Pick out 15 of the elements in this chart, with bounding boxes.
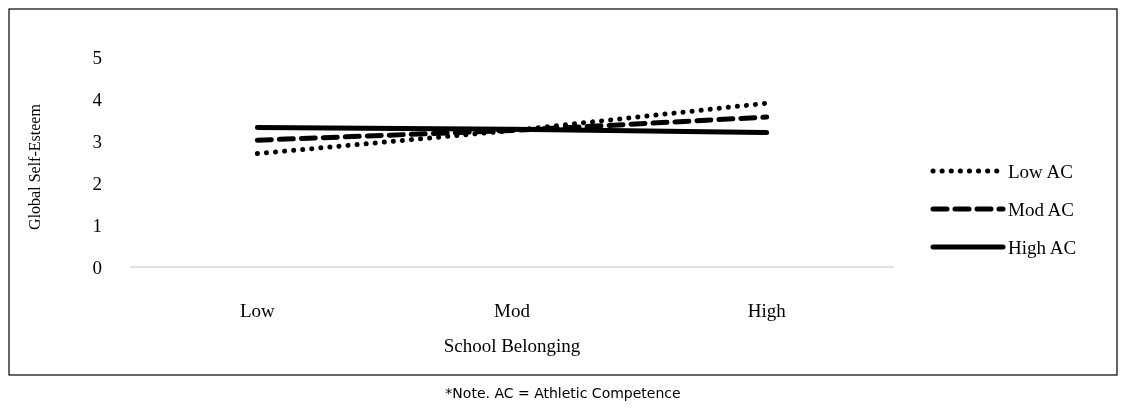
y-tick-label: 2: [92, 172, 102, 194]
x-tick-label: Low: [239, 300, 276, 321]
y-axis-title: Global Self-Esteem: [26, 103, 43, 230]
x-tick-label: Mod: [494, 300, 531, 321]
x-axis-title: School Belonging: [443, 335, 581, 356]
y-tick-label: 1: [92, 214, 102, 236]
legend-label: Mod AC: [1008, 198, 1074, 220]
x-tick-label: High: [747, 300, 787, 321]
legend-label: High AC: [1008, 236, 1077, 258]
y-tick-label: 4: [92, 88, 103, 110]
y-tick-label: 0: [92, 256, 102, 278]
legend-label: Low AC: [1008, 160, 1073, 182]
y-tick-label: 5: [92, 46, 102, 68]
y-tick-label: 3: [92, 130, 102, 152]
text: *Note. AC = Athletic Competence: [445, 385, 681, 401]
